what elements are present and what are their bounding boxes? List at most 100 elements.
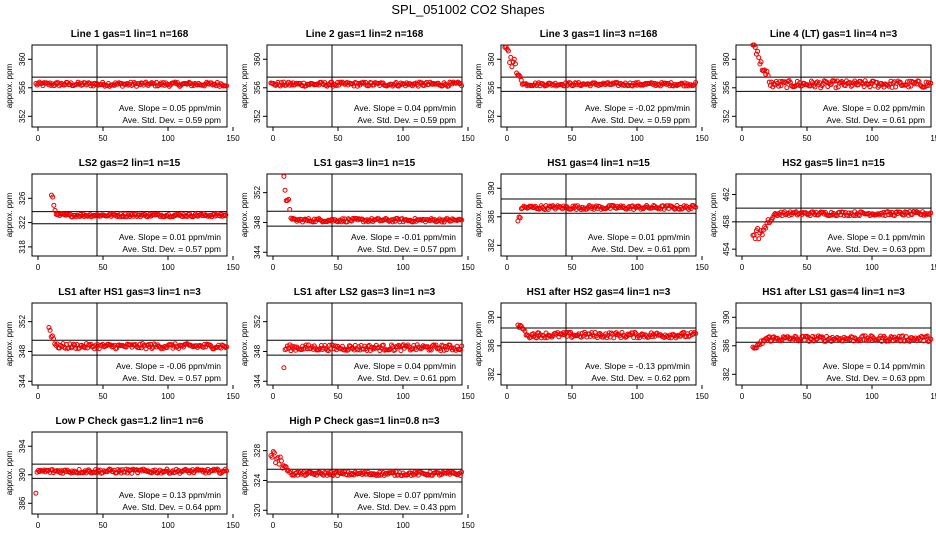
data-point <box>671 205 677 211</box>
data-point <box>511 56 517 62</box>
y-tick-label: 328 <box>253 443 262 457</box>
x-tick-label: 100 <box>396 521 410 530</box>
data-point <box>880 212 886 218</box>
x-tick-label: 50 <box>334 521 343 530</box>
x-tick-label: 100 <box>865 392 879 401</box>
data-point <box>447 342 453 348</box>
y-tick-label: 390 <box>722 310 731 324</box>
slope-annotation: Ave. Slope = -0.01 ppm/min <box>351 232 456 242</box>
data-point <box>822 209 828 215</box>
data-point <box>753 51 759 57</box>
data-point <box>759 232 765 238</box>
panel-10: LS1 after LS2 gas=3 lin=1 n=3 0 50 100 150 34… <box>240 287 475 401</box>
panel-14: High P Check gas=1 lin=0.8 n=3 0 50 100 150 3… <box>240 416 475 530</box>
data-point <box>693 204 699 210</box>
x-tick-label: 100 <box>396 263 410 272</box>
plot-frame <box>266 431 463 515</box>
panel-title: HS1 after LS1 gas=4 lin=1 n=3 <box>762 287 905 298</box>
data-point <box>185 81 191 87</box>
x-tick-label: 0 <box>36 521 41 530</box>
data-point <box>692 329 698 335</box>
data-point <box>321 345 327 351</box>
data-point <box>407 470 413 476</box>
y-tick-label: 356 <box>253 81 262 95</box>
y-tick-label: 348 <box>18 344 27 358</box>
y-tick-label: 382 <box>722 367 731 381</box>
data-point <box>906 84 912 90</box>
data-point <box>893 337 899 343</box>
x-tick-label: 50 <box>334 134 343 143</box>
data-point <box>33 490 39 496</box>
data-point <box>338 219 344 225</box>
y-axis-label: approx. ppm <box>474 63 483 108</box>
data-point <box>324 472 330 478</box>
panel-title: Line 2 gas=1 lin=2 n=168 <box>306 29 424 40</box>
data-point <box>654 81 660 87</box>
x-tick-label: 100 <box>865 263 879 272</box>
x-tick-label: 0 <box>36 392 41 401</box>
y-tick-label: 386 <box>487 210 496 224</box>
data-point <box>813 337 819 343</box>
data-point <box>151 80 157 86</box>
y-tick-label: 386 <box>18 496 27 510</box>
x-tick-label: 100 <box>630 263 644 272</box>
data-point <box>875 336 881 342</box>
x-tick-label: 150 <box>226 263 240 272</box>
x-tick-label: 150 <box>695 134 709 143</box>
panel-title: LS1 after LS2 gas=3 lin=1 n=3 <box>294 287 436 298</box>
stddev-annotation: Ave. Std. Dev. = 0.59 ppm <box>122 115 221 125</box>
y-tick-label: 386 <box>722 339 731 353</box>
x-tick-label: 50 <box>568 392 577 401</box>
panel-6: LS1 gas=3 lin=1 n=15 0 50 100 150 344 348 352 ap… <box>240 158 475 272</box>
data-point <box>378 345 384 351</box>
x-tick-label: 50 <box>803 392 812 401</box>
data-point <box>763 225 769 231</box>
panel-title: LS1 gas=3 lin=1 n=15 <box>314 158 416 169</box>
x-tick-label: 50 <box>99 134 108 143</box>
x-tick-label: 150 <box>930 263 936 272</box>
stddev-annotation: Ave. Std. Dev. = 0.61 ppm <box>591 244 690 254</box>
stddev-annotation: Ave. Std. Dev. = 0.57 ppm <box>122 373 221 383</box>
panel-title: Low P Check gas=1.2 lin=1 n=6 <box>56 416 204 427</box>
page-title: SPL_051002 CO2 Shapes <box>391 2 545 17</box>
slope-annotation: Ave. Slope = 0.13 ppm/min <box>119 490 221 500</box>
data-point <box>459 469 465 475</box>
data-point <box>284 343 290 349</box>
data-point <box>87 80 93 86</box>
y-tick-label: 324 <box>253 473 262 487</box>
panel-5: LS2 gas=2 lin=1 n=15 0 50 100 150 318 322 326 ap… <box>5 158 240 272</box>
data-point <box>407 347 413 353</box>
data-point <box>915 336 921 342</box>
x-tick-label: 150 <box>226 392 240 401</box>
y-tick-label: 360 <box>487 52 496 66</box>
data-point <box>281 365 287 371</box>
y-tick-label: 320 <box>253 503 262 517</box>
data-point <box>283 346 289 352</box>
data-point <box>805 212 811 218</box>
data-point <box>848 83 854 89</box>
stddev-annotation: Ave. Std. Dev. = 0.64 ppm <box>122 502 221 512</box>
panel-12: HS1 after LS1 gas=4 lin=1 n=3 0 50 100 150 38… <box>709 287 936 401</box>
panel-7: HS1 gas=4 lin=1 n=15 0 50 100 150 382 386 390 ap… <box>474 158 709 272</box>
y-tick-label: 352 <box>253 185 262 199</box>
x-tick-label: 50 <box>334 263 343 272</box>
data-point <box>597 330 603 336</box>
data-point <box>928 80 934 86</box>
data-point <box>824 79 830 85</box>
x-tick-label: 150 <box>695 392 709 401</box>
slope-annotation: Ave. Slope = 0.04 ppm/min <box>354 361 456 371</box>
data-point <box>765 73 771 79</box>
panel-9: LS1 after HS1 gas=3 lin=1 n=3 0 50 100 150 34… <box>5 287 240 401</box>
stddev-annotation: Ave. Std. Dev. = 0.59 ppm <box>591 115 690 125</box>
x-tick-label: 150 <box>461 263 475 272</box>
panel-4: Line 4 (LT) gas=1 lin=4 n=3 0 50 100 150 352 3… <box>709 29 936 143</box>
data-point <box>436 472 442 478</box>
data-point <box>221 343 227 349</box>
y-tick-label: 352 <box>18 109 27 123</box>
plot-frame <box>500 173 697 257</box>
panel-title: Line 4 (LT) gas=1 lin=4 n=3 <box>770 29 898 40</box>
panel-1: Line 1 gas=1 lin=1 n=168 0 50 100 150 352 356 3… <box>5 29 240 143</box>
panel-title: LS2 gas=2 lin=1 n=15 <box>79 158 181 169</box>
data-point <box>393 79 399 85</box>
y-tick-label: 348 <box>253 215 262 229</box>
